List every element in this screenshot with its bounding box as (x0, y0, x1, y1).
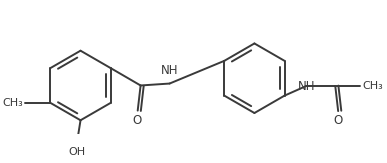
Text: NH: NH (161, 64, 179, 77)
Text: O: O (133, 114, 142, 127)
Text: OH: OH (68, 147, 85, 157)
Text: NH: NH (298, 80, 315, 93)
Text: CH₃: CH₃ (3, 98, 23, 108)
Text: CH₃: CH₃ (362, 81, 383, 91)
Text: O: O (334, 114, 343, 127)
